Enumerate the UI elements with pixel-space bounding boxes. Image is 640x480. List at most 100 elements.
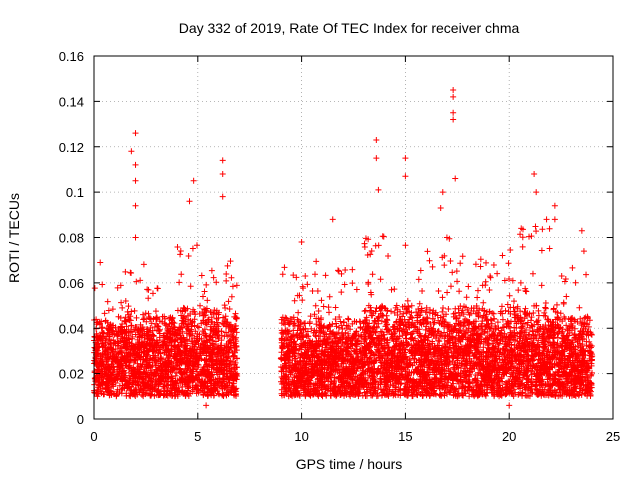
data-point	[415, 276, 422, 283]
data-point	[142, 310, 149, 317]
data-point	[147, 384, 154, 391]
data-point	[419, 288, 426, 295]
data-point	[167, 382, 174, 389]
data-point	[146, 315, 153, 322]
data-point	[130, 390, 137, 397]
data-point	[145, 348, 152, 355]
data-point	[143, 341, 150, 348]
data-point	[222, 313, 229, 320]
data-point	[215, 345, 222, 352]
data-point	[194, 330, 201, 337]
data-point	[338, 289, 345, 296]
data-point	[199, 340, 206, 347]
data-point	[113, 371, 120, 378]
data-point	[369, 271, 376, 278]
data-point	[325, 304, 332, 311]
data-point	[192, 383, 199, 390]
data-point	[126, 372, 133, 379]
data-point	[315, 315, 322, 322]
data-point	[126, 384, 133, 391]
data-point	[151, 347, 158, 354]
data-point	[144, 380, 151, 387]
data-point	[118, 299, 125, 306]
data-point	[210, 380, 217, 387]
data-point	[228, 365, 235, 372]
data-point	[207, 376, 214, 383]
data-point	[151, 386, 158, 393]
data-point	[155, 387, 162, 394]
data-point	[140, 369, 147, 376]
data-point	[103, 346, 110, 353]
data-point	[160, 392, 167, 399]
data-point	[107, 371, 114, 378]
data-point	[349, 280, 356, 287]
data-point	[122, 318, 129, 325]
data-point	[122, 378, 129, 385]
data-point	[94, 350, 101, 357]
data-point	[122, 329, 129, 336]
data-point	[226, 380, 233, 387]
data-point	[166, 315, 173, 322]
data-point	[178, 312, 185, 319]
data-point	[281, 264, 288, 271]
data-point	[162, 315, 169, 322]
data-point	[224, 262, 231, 269]
data-point	[123, 337, 130, 344]
data-point	[233, 355, 240, 362]
data-point	[150, 352, 157, 359]
data-point	[108, 371, 115, 378]
data-point	[128, 322, 135, 329]
data-point	[233, 347, 240, 354]
data-point	[176, 376, 183, 383]
data-point	[140, 316, 147, 323]
data-point	[216, 391, 223, 398]
data-point	[152, 315, 159, 322]
data-point	[152, 376, 159, 383]
data-point	[107, 376, 114, 383]
data-point	[183, 330, 190, 337]
data-point	[208, 318, 215, 325]
data-point	[136, 332, 143, 339]
data-point	[181, 343, 188, 350]
data-point	[193, 382, 200, 389]
data-point	[126, 359, 133, 366]
data-point	[312, 271, 319, 278]
data-point	[218, 328, 225, 335]
data-point	[173, 362, 180, 369]
data-point	[195, 371, 202, 378]
data-point	[447, 257, 454, 264]
data-point	[103, 385, 110, 392]
data-point	[132, 357, 139, 364]
data-point	[218, 337, 225, 344]
data-point	[445, 305, 452, 312]
data-point	[225, 348, 232, 355]
data-point	[435, 287, 442, 294]
data-point	[137, 385, 144, 392]
data-point	[388, 286, 395, 293]
data-point	[97, 333, 104, 340]
data-point	[172, 372, 179, 379]
data-point	[180, 334, 187, 341]
data-point	[119, 304, 126, 311]
data-point	[177, 332, 184, 339]
data-point	[163, 348, 170, 355]
data-point	[217, 352, 224, 359]
data-point	[131, 356, 138, 363]
data-point	[185, 252, 192, 259]
data-point	[301, 320, 308, 327]
data-point	[221, 320, 228, 327]
data-point	[210, 274, 217, 281]
data-point	[108, 389, 115, 396]
data-point	[212, 366, 219, 373]
data-point	[177, 350, 184, 357]
data-point	[160, 332, 167, 339]
data-point	[216, 348, 223, 355]
data-point	[315, 308, 322, 315]
data-point	[308, 325, 315, 332]
data-point	[132, 331, 139, 338]
data-point	[154, 366, 161, 373]
data-point	[210, 311, 217, 318]
data-point	[191, 375, 198, 382]
data-point	[200, 391, 207, 398]
data-point	[187, 328, 194, 335]
